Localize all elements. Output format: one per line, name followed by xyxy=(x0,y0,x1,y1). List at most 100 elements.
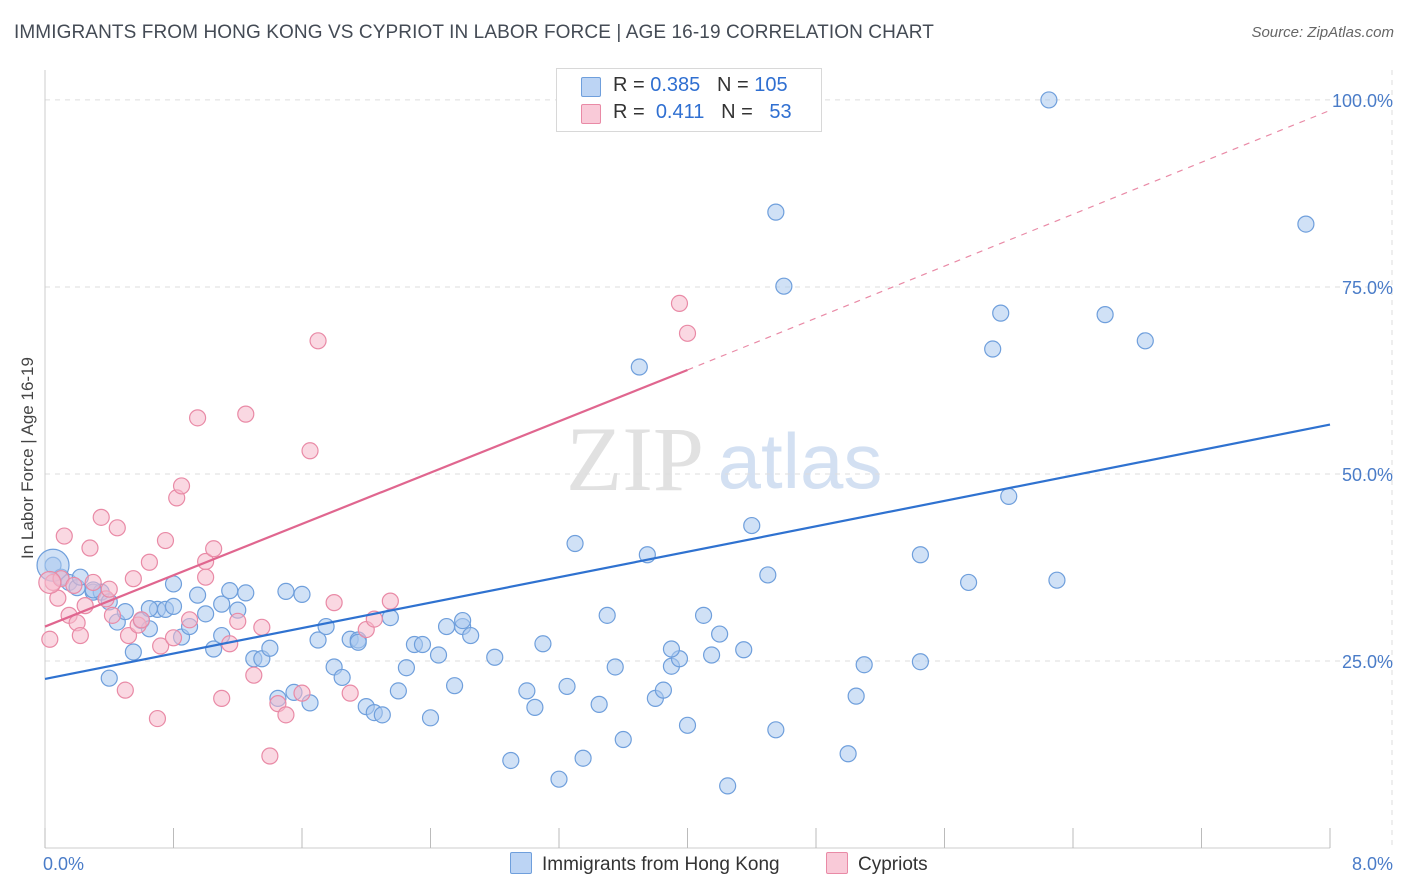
trend-lines xyxy=(44,109,1331,681)
data-point xyxy=(213,689,231,707)
data-point xyxy=(526,698,544,716)
data-point xyxy=(911,653,930,671)
data-point xyxy=(373,706,391,724)
data-point xyxy=(81,539,99,557)
data-point xyxy=(413,635,432,654)
data-point xyxy=(293,684,311,702)
data-point xyxy=(100,580,118,598)
bottom-legend-label: Immigrants from Hong Kong xyxy=(542,854,780,875)
data-point xyxy=(759,566,777,584)
data-point xyxy=(237,584,255,602)
data-point xyxy=(92,508,110,526)
bottom-legend-label: Cypriots xyxy=(858,854,928,875)
data-point xyxy=(558,677,576,696)
data-point xyxy=(108,519,126,537)
data-point xyxy=(1048,571,1066,589)
axes xyxy=(44,70,1331,849)
legend-swatch-blue xyxy=(581,77,601,97)
data-point xyxy=(152,637,170,655)
bottom-legend-cypriots: Cypriots xyxy=(826,852,928,876)
data-point xyxy=(534,635,552,653)
data-point xyxy=(205,540,223,558)
correlation-legend: R = 0.385 N = 105 R = 0.411 N = 53 xyxy=(556,68,822,132)
data-point xyxy=(41,630,59,648)
data-point xyxy=(984,340,1002,358)
legend-r-label: R = xyxy=(613,74,645,96)
trend-line-hong-kong xyxy=(44,423,1331,681)
data-point xyxy=(662,640,681,658)
data-point-large xyxy=(38,570,62,595)
data-point xyxy=(767,721,785,739)
data-point xyxy=(630,358,648,376)
data-point xyxy=(735,641,753,659)
data-point xyxy=(847,687,865,705)
source-label: Source: ZipAtlas.com xyxy=(1251,24,1394,41)
data-point xyxy=(518,682,536,700)
data-point xyxy=(678,324,697,342)
chart-title: IMMIGRANTS FROM HONG KONG VS CYPRIOT IN … xyxy=(14,22,934,43)
data-point xyxy=(1096,306,1114,324)
y-tick-label: 75.0% xyxy=(1342,278,1393,298)
legend-n-value: 105 xyxy=(754,74,788,96)
data-point xyxy=(213,595,231,613)
data-point xyxy=(437,617,456,636)
legend-r-label: R = xyxy=(613,101,645,123)
data-point xyxy=(237,405,255,423)
data-point xyxy=(253,618,271,636)
data-point xyxy=(180,611,199,629)
data-point xyxy=(1297,215,1315,233)
data-point xyxy=(245,666,263,684)
data-point xyxy=(317,617,335,636)
data-point xyxy=(116,681,134,699)
data-point xyxy=(164,597,183,615)
data-point xyxy=(55,527,73,545)
data-point xyxy=(277,706,295,724)
legend-swatch-pink xyxy=(581,104,601,124)
data-point xyxy=(389,682,407,700)
legend-r-value: 0.385 xyxy=(650,74,701,96)
data-point xyxy=(992,304,1010,322)
data-point xyxy=(309,332,327,350)
legend-r-value: 0.411 xyxy=(655,101,705,123)
trend-line-cypriots xyxy=(44,368,688,628)
data-point xyxy=(694,606,713,624)
bottom-legend-hong-kong: Immigrants from Hong Kong xyxy=(510,852,780,876)
data-point xyxy=(349,633,367,651)
legend-n-label: N = xyxy=(721,101,753,123)
data-point xyxy=(188,586,207,604)
data-point xyxy=(1040,91,1058,109)
legend-n-value: 53 xyxy=(769,101,792,123)
legend-n-label: N = xyxy=(716,74,749,96)
data-point xyxy=(309,631,327,649)
data-point xyxy=(678,716,697,734)
y-tick-label: 50.0% xyxy=(1342,465,1393,485)
data-point xyxy=(574,749,592,767)
data-point xyxy=(188,409,207,427)
data-point xyxy=(124,643,142,661)
data-point xyxy=(598,606,616,624)
watermark: ZIP atlas xyxy=(566,408,882,510)
data-point xyxy=(743,516,761,535)
data-point xyxy=(462,626,480,645)
data-point xyxy=(148,709,167,728)
data-point xyxy=(590,695,608,713)
bottom-legend-swatch-pink xyxy=(826,852,848,874)
data-point xyxy=(381,592,399,610)
data-point xyxy=(103,606,122,624)
data-point xyxy=(197,568,215,586)
data-point xyxy=(839,745,857,763)
y-tick-label: 100.0% xyxy=(1332,91,1393,111)
data-point xyxy=(566,534,584,553)
data-point xyxy=(164,629,183,647)
data-point xyxy=(654,681,673,699)
bottom-legend-swatch-blue xyxy=(510,852,532,874)
data-point xyxy=(719,777,737,795)
data-point xyxy=(261,747,279,765)
data-point xyxy=(341,684,359,702)
data-point xyxy=(71,626,89,645)
watermark-atlas: atlas xyxy=(718,417,883,505)
series-cypriots-points xyxy=(38,294,697,765)
data-point xyxy=(1136,332,1154,350)
data-point xyxy=(454,611,472,630)
